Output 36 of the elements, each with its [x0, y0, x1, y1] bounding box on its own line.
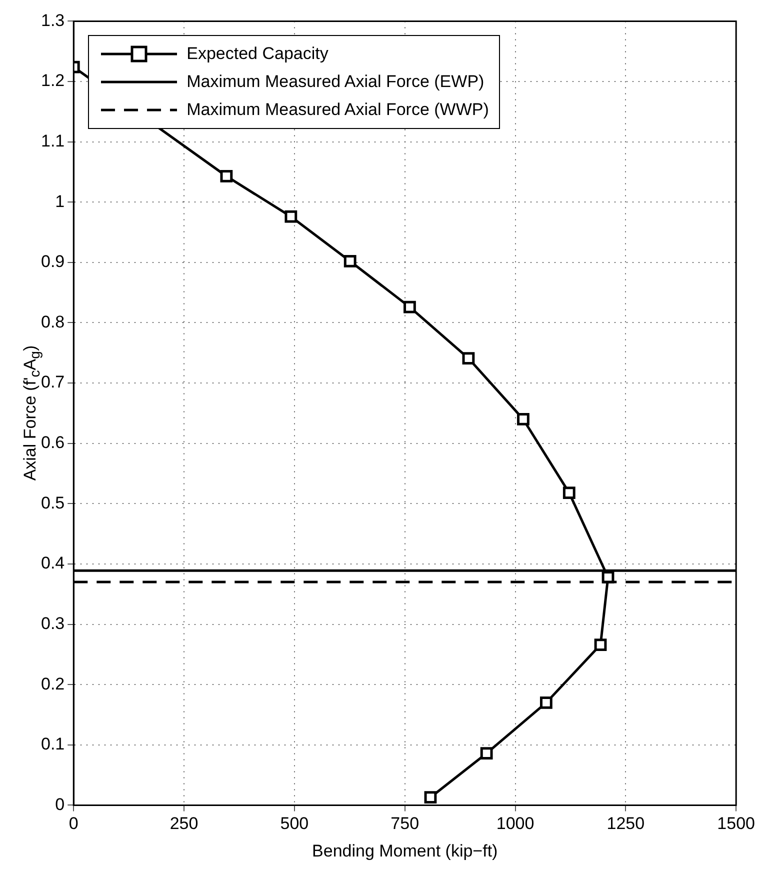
point [344, 255, 356, 268]
legend-label: Maximum Measured Axial Force (WWP) [186, 100, 489, 120]
x-tick-label: 0 [68, 814, 78, 834]
y-tick-label: 0.9 [40, 252, 65, 272]
point [517, 413, 530, 426]
x-tick-label: 1500 [717, 814, 756, 834]
point [594, 638, 607, 651]
point [462, 352, 475, 365]
y-tick-label: 0.2 [40, 674, 65, 694]
point [480, 747, 493, 760]
x-tick-label: 750 [390, 814, 420, 834]
y-tick-label: 1.3 [40, 10, 65, 30]
x-tick-label: 1250 [606, 814, 645, 834]
y-tick-label: 0.1 [40, 734, 65, 754]
y-tick-label: 1.1 [40, 132, 65, 151]
x-axis-title: Bending Moment (kip−ft) [312, 841, 498, 860]
point [404, 300, 416, 314]
y-tick-label: 0 [55, 794, 65, 814]
x-tick-label: 1000 [496, 814, 534, 834]
point [424, 791, 437, 804]
y-tick-label: 0.5 [40, 493, 65, 512]
point [540, 696, 552, 709]
point [284, 210, 298, 223]
y-tick-label: 0.7 [40, 372, 65, 392]
legend-label: Maximum Measured Axial Force (EWP) [186, 72, 484, 92]
y-tick-label: 1 [55, 192, 65, 211]
legend-label: Expected Capacity [186, 44, 328, 64]
y-tick-label: 0.8 [40, 312, 65, 332]
x-tick-label: 500 [280, 814, 309, 834]
point [220, 170, 233, 182]
y-tick-label: 0.3 [40, 614, 65, 633]
point [562, 486, 576, 500]
x-tick-label: 250 [170, 814, 198, 834]
y-tick-label: 0.4 [40, 554, 65, 573]
y-tick-label: 0.6 [40, 433, 65, 452]
y-tick-label: 1.2 [40, 71, 65, 90]
